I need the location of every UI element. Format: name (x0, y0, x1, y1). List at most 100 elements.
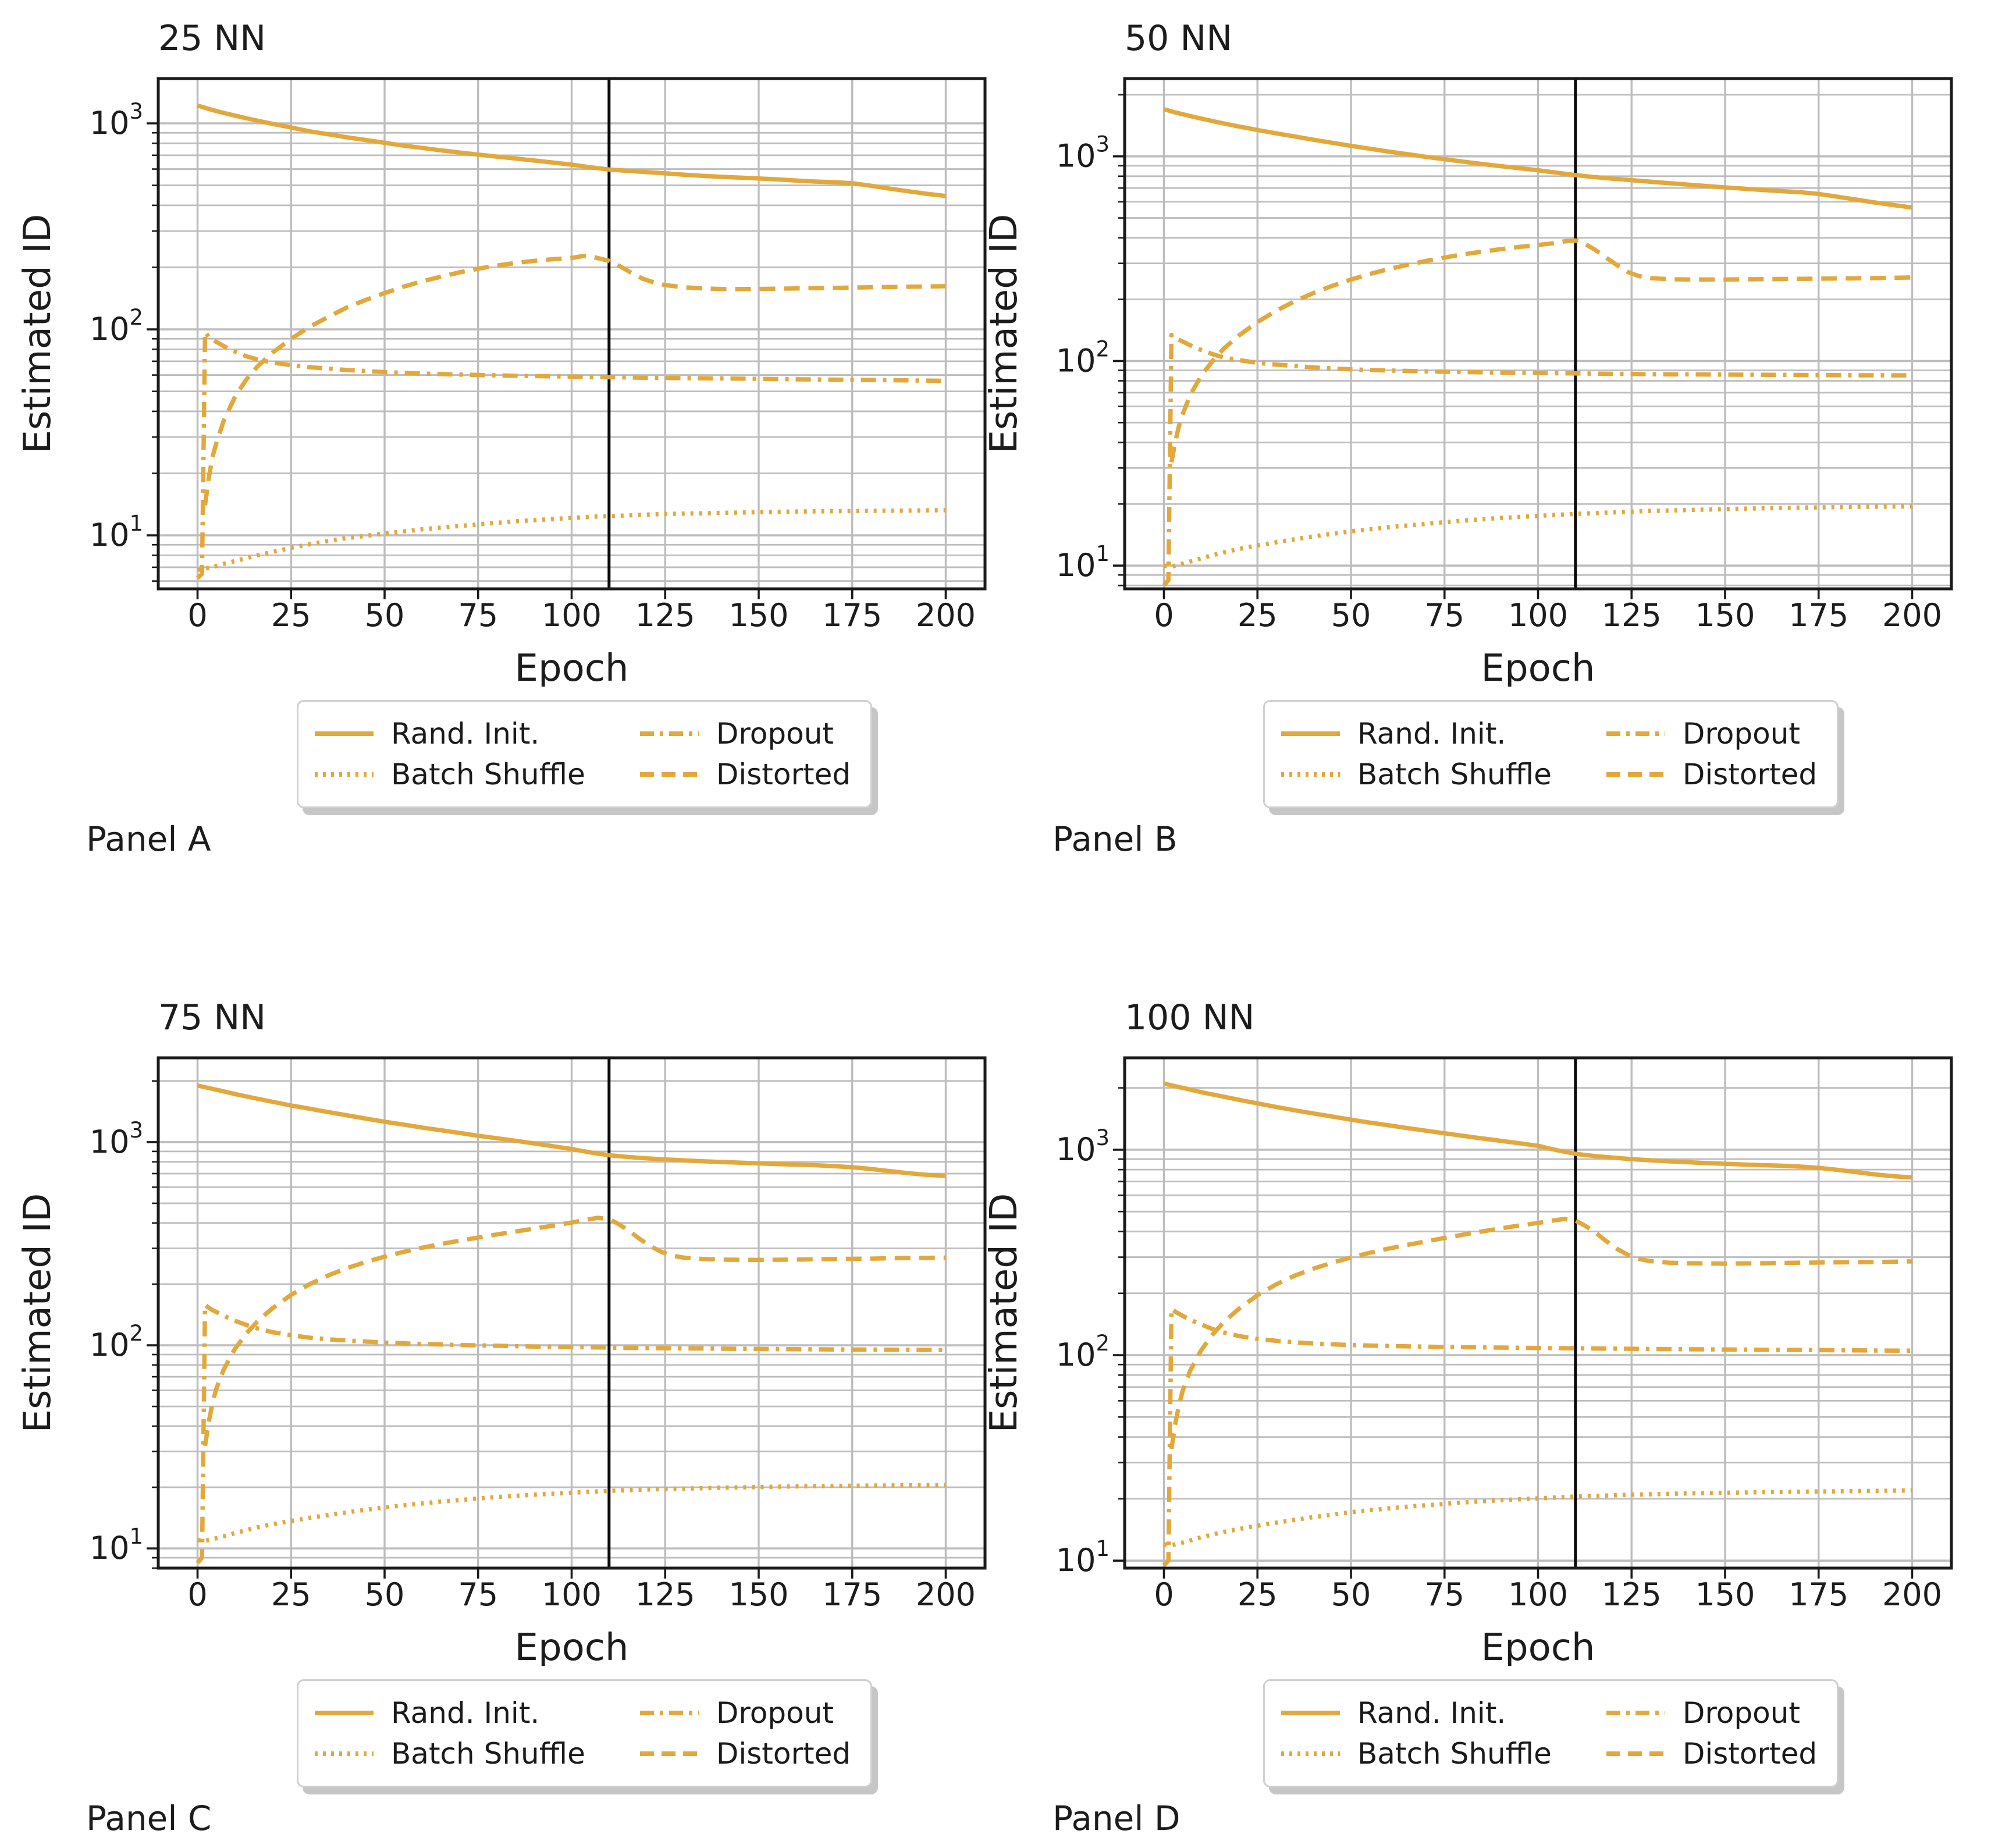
legend-box: Rand. Init. Dropout Batch Shuffle Distorted (1263, 1679, 1839, 1787)
series-line-rand-init (1163, 1081, 1912, 1180)
x-tick-label: 150 (1695, 1576, 1755, 1613)
x-tick-label: 100 (542, 597, 602, 634)
tspan: 10 (1056, 547, 1096, 584)
series-line-distorted (202, 1216, 946, 1446)
legend-entry-rand-init: Rand. Init. (314, 1698, 585, 1728)
y-tick-label: 101 (1056, 541, 1110, 584)
y-axis-label: Estimated ID (983, 214, 1026, 454)
legend-label: Dropout (716, 1696, 834, 1730)
chart-title: 25 NN (158, 18, 266, 59)
x-tick-label: 100 (1508, 1576, 1568, 1613)
x-tick-label: 25 (1238, 1576, 1278, 1613)
legend-label: Distorted (1682, 1737, 1818, 1771)
legend-entry-rand-init: Rand. Init. (1280, 719, 1552, 748)
x-tick-label: 100 (542, 1576, 602, 1613)
x-tick-label: 0 (1154, 1576, 1174, 1613)
x-tick-label: 125 (635, 597, 695, 634)
tspan: 3 (1096, 1125, 1110, 1150)
tspan: 3 (1096, 132, 1110, 157)
y-tick-label: 102 (90, 1321, 143, 1363)
y-tick-label: 103 (90, 99, 143, 141)
legend-line-sample-dashed (639, 772, 699, 777)
panel-d: 0 25 50 75 100 125 150 175 200 101 102 103 100 NN Epo… (966, 979, 1974, 1841)
tspan: 10 (90, 1327, 130, 1363)
chart-title: 75 NN (158, 997, 266, 1038)
legend-label: Dropout (1682, 1696, 1801, 1730)
legend-entry-rand-init: Rand. Init. (1280, 1698, 1552, 1728)
x-tick-label: 75 (1424, 1576, 1464, 1613)
legend-label: Rand. Init. (391, 717, 540, 751)
legend-label: Batch Shuffle (1357, 1737, 1552, 1771)
legend-label: Rand. Init. (391, 1696, 540, 1730)
legend-label: Dropout (716, 717, 834, 751)
legend-entry-dropout: Dropout (1605, 719, 1817, 748)
legend-entry-batch-shuffle: Batch Shuffle (1280, 1739, 1552, 1768)
series-line-rand-init (197, 103, 946, 198)
panel-label: Panel A (86, 819, 211, 859)
y-tick-label: 102 (1056, 336, 1110, 379)
series-group (1162, 1081, 1912, 1567)
x-axis-label: Epoch (1481, 647, 1595, 687)
tspan: 2 (129, 1321, 143, 1346)
legend-line-sample-dashdot (639, 731, 699, 736)
panel-label: Panel D (1053, 1799, 1181, 1838)
x-tick-label: 0 (187, 1576, 207, 1613)
chart-title: 100 NN (1125, 997, 1254, 1038)
legend-entry-distorted: Distorted (1605, 760, 1817, 789)
legend-line-sample-solid (1281, 1711, 1340, 1715)
tspan: 10 (90, 105, 130, 141)
legend-line-sample-dashed (639, 1751, 699, 1756)
series-group (1162, 107, 1912, 587)
x-tick-label: 75 (458, 597, 498, 634)
legend-label: Distorted (1682, 758, 1818, 791)
tspan: 1 (129, 1524, 143, 1549)
x-tick-label: 125 (1602, 1576, 1662, 1613)
y-axis-label: Estimated ID (16, 214, 59, 454)
tspan: 2 (1096, 336, 1110, 361)
series-line-dropout (1162, 1306, 1912, 1567)
tspan: 2 (1096, 1331, 1110, 1356)
tspan: 3 (129, 1118, 143, 1143)
tspan: 10 (90, 517, 130, 553)
tspan: 10 (90, 1124, 130, 1160)
legend-line-sample-dashdot (1606, 731, 1665, 736)
legend-label: Distorted (716, 1737, 851, 1771)
x-tick-label: 150 (728, 597, 788, 634)
series-line-dropout (195, 329, 946, 580)
x-tick-label: 200 (916, 597, 976, 634)
x-tick-label: 25 (1238, 597, 1278, 634)
legend-entry-batch-shuffle: Batch Shuffle (314, 760, 585, 789)
legend-box: Rand. Init. Dropout Batch Shuffle Distorted (297, 700, 873, 808)
legend-entry-batch-shuffle: Batch Shuffle (314, 1739, 585, 1768)
legend-label: Rand. Init. (1357, 717, 1506, 751)
tspan: 10 (1056, 1337, 1096, 1373)
legend-box: Rand. Init. Dropout Batch Shuffle Distorted (297, 1679, 873, 1787)
series-group (195, 103, 946, 580)
x-tick-label: 100 (1508, 597, 1568, 634)
legend-entry-dropout: Dropout (1605, 1698, 1817, 1728)
legend-box: Rand. Init. Dropout Batch Shuffle Distorted (1263, 700, 1839, 808)
tspan: 1 (1096, 1536, 1110, 1561)
panel-b: 0 25 50 75 100 125 150 175 200 101 102 103 50 NN Epoc… (966, 0, 1974, 862)
panel-label: Panel C (86, 1799, 212, 1838)
legend-line-sample-solid (1281, 731, 1340, 736)
legend-entry-distorted: Distorted (1605, 1739, 1817, 1768)
x-tick-label: 75 (458, 1576, 498, 1613)
legend-entry-rand-init: Rand. Init. (314, 719, 585, 748)
y-axis-label: Estimated ID (983, 1193, 1026, 1433)
x-tick-label: 150 (728, 1576, 788, 1613)
tspan: 10 (90, 311, 130, 347)
chart-title: 50 NN (1125, 18, 1232, 59)
legend-line-sample-dashed (1606, 1751, 1665, 1756)
legend-label: Rand. Init. (1357, 1696, 1506, 1730)
x-tick-label: 150 (1695, 597, 1755, 634)
tspan: 10 (1056, 1542, 1096, 1579)
gridlines (1125, 79, 1951, 589)
